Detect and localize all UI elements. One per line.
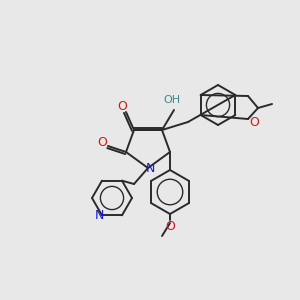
Text: O: O [97,136,107,149]
Text: O: O [165,220,175,232]
Text: N: N [94,209,104,222]
Text: O: O [117,100,127,112]
Text: O: O [249,116,259,130]
Text: N: N [145,163,155,176]
Text: OH: OH [164,95,181,105]
